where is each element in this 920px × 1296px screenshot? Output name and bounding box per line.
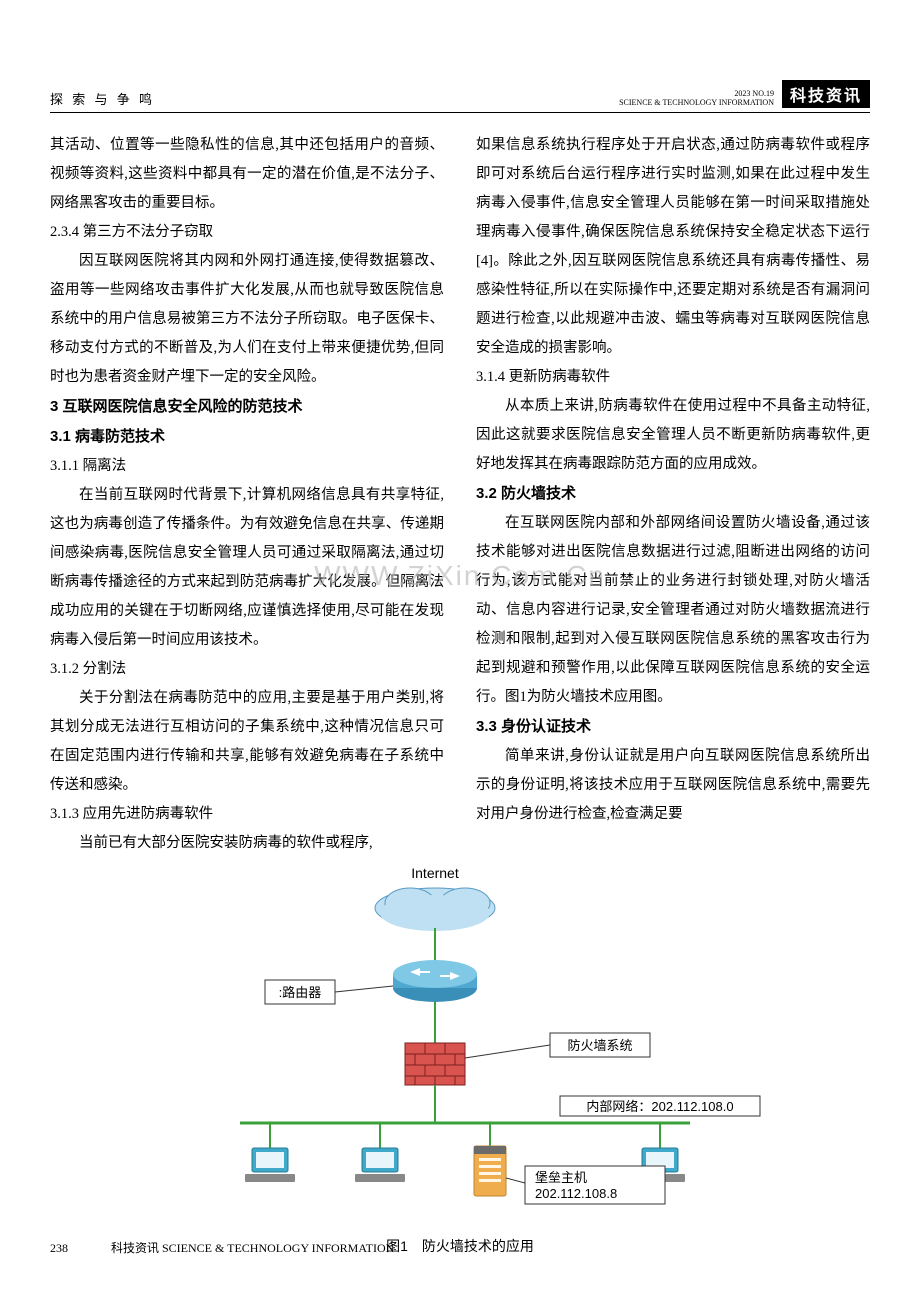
figure-1: Internet :路由器 bbox=[50, 868, 870, 1256]
heading-32: 3.2 防火墙技术 bbox=[476, 479, 870, 509]
body-para: 关于分割法在病毒防范中的应用,主要是基于用户类别,将其划分成无法进行互相访问的子… bbox=[50, 684, 444, 800]
journal-footer: 科技资讯 SCIENCE & TECHNOLOGY INFORMATION bbox=[111, 1241, 394, 1255]
bastion-label-2: 202.112.108.8 bbox=[535, 1186, 617, 1201]
leader-line bbox=[335, 986, 393, 992]
page-header: 探 索 与 争 鸣 2023 NO.19 SCIENCE & TECHNOLOG… bbox=[50, 80, 870, 113]
page-footer: 238 科技资讯 SCIENCE & TECHNOLOGY INFORMATIO… bbox=[50, 1239, 394, 1256]
body-para: 在当前互联网时代背景下,计算机网络信息具有共享特征,这也为病毒创造了传播条件。为… bbox=[50, 481, 444, 655]
internet-label: Internet bbox=[411, 868, 459, 881]
body-para: 从本质上来讲,防病毒软件在使用过程中不具备主动特征,因此这就要求医院信息安全管理… bbox=[476, 392, 870, 479]
body-para: 因互联网医院将其内网和外网打通连接,使得数据篡改、盗用等一些网络攻击事件扩大化发… bbox=[50, 247, 444, 392]
intranet-label: 内部网络：202.112.108.0 bbox=[586, 1099, 733, 1114]
issue-en: SCIENCE & TECHNOLOGY INFORMATION bbox=[619, 98, 774, 108]
internet-cloud bbox=[375, 888, 495, 931]
heading-312: 3.1.2 分割法 bbox=[50, 655, 444, 684]
heading-33: 3.3 身份认证技术 bbox=[476, 712, 870, 742]
computer-icon bbox=[355, 1148, 405, 1182]
bastion-label-1: 堡垒主机 bbox=[535, 1170, 587, 1185]
body-para: 简单来讲,身份认证就是用户向互联网医院信息系统所出示的身份证明,将该技术应用于互… bbox=[476, 742, 870, 829]
section-title: 探 索 与 争 鸣 bbox=[50, 89, 155, 108]
header-right: 2023 NO.19 SCIENCE & TECHNOLOGY INFORMAT… bbox=[619, 80, 870, 108]
heading-31: 3.1 病毒防范技术 bbox=[50, 422, 444, 452]
body-columns: 其活动、位置等一些隐私性的信息,其中还包括用户的音频、视频等资料,这些资料中都具… bbox=[50, 131, 870, 858]
router-label: :路由器 bbox=[279, 985, 322, 1000]
heading-234: 2.3.4 第三方不法分子窃取 bbox=[50, 218, 444, 247]
leader-line bbox=[465, 1045, 550, 1058]
firewall-diagram: Internet :路由器 bbox=[130, 868, 790, 1228]
heading-313: 3.1.3 应用先进防病毒软件 bbox=[50, 800, 444, 829]
issue-number: 2023 NO.19 bbox=[619, 89, 774, 99]
firewall-icon bbox=[405, 1043, 465, 1085]
body-para: 当前已有大部分医院安装防病毒的软件或程序, bbox=[50, 829, 444, 858]
server-icon bbox=[474, 1146, 506, 1196]
journal-badge: 科技资讯 bbox=[782, 80, 870, 108]
right-column: 如果信息系统执行程序处于开启状态,通过防病毒软件或程序即可对系统后台运行程序进行… bbox=[476, 131, 870, 858]
left-column: 其活动、位置等一些隐私性的信息,其中还包括用户的音频、视频等资料,这些资料中都具… bbox=[50, 131, 444, 858]
router-icon bbox=[393, 960, 477, 1002]
body-para: 在互联网医院内部和外部网络间设置防火墙设备,通过该技术能够对进出医院信息数据进行… bbox=[476, 509, 870, 712]
heading-314: 3.1.4 更新防病毒软件 bbox=[476, 363, 870, 392]
leader-line bbox=[506, 1178, 525, 1183]
heading-3: 3 互联网医院信息安全风险的防范技术 bbox=[50, 392, 444, 422]
body-para: 其活动、位置等一些隐私性的信息,其中还包括用户的音频、视频等资料,这些资料中都具… bbox=[50, 131, 444, 218]
computer-icon bbox=[245, 1148, 295, 1182]
heading-311: 3.1.1 隔离法 bbox=[50, 452, 444, 481]
body-para: 如果信息系统执行程序处于开启状态,通过防病毒软件或程序即可对系统后台运行程序进行… bbox=[476, 131, 870, 363]
issue-info: 2023 NO.19 SCIENCE & TECHNOLOGY INFORMAT… bbox=[619, 89, 774, 108]
firewall-label: 防火墙系统 bbox=[567, 1038, 632, 1053]
page-number: 238 bbox=[50, 1241, 68, 1256]
